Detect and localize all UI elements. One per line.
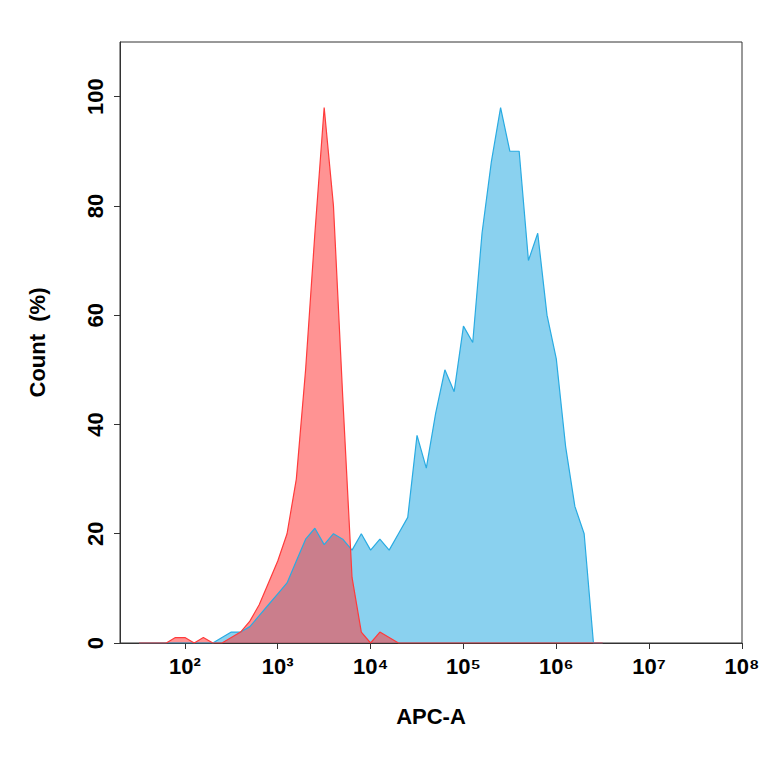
svg-text:10³: 10³ xyxy=(262,654,294,679)
svg-text:10⁶: 10⁶ xyxy=(539,654,574,679)
svg-text:10⁷: 10⁷ xyxy=(632,654,666,679)
svg-text:0: 0 xyxy=(83,637,108,649)
svg-text:APC-A: APC-A xyxy=(396,704,466,729)
svg-text:Count (%): Count (%) xyxy=(25,288,50,398)
svg-text:80: 80 xyxy=(83,194,108,218)
svg-text:10⁴: 10⁴ xyxy=(353,654,388,679)
svg-text:100: 100 xyxy=(83,78,108,115)
svg-text:10⁸: 10⁸ xyxy=(725,654,760,679)
svg-text:20: 20 xyxy=(83,521,108,545)
svg-text:60: 60 xyxy=(83,303,108,327)
svg-text:10⁵: 10⁵ xyxy=(446,654,481,679)
svg-text:10²: 10² xyxy=(169,654,201,679)
svg-text:40: 40 xyxy=(83,412,108,436)
